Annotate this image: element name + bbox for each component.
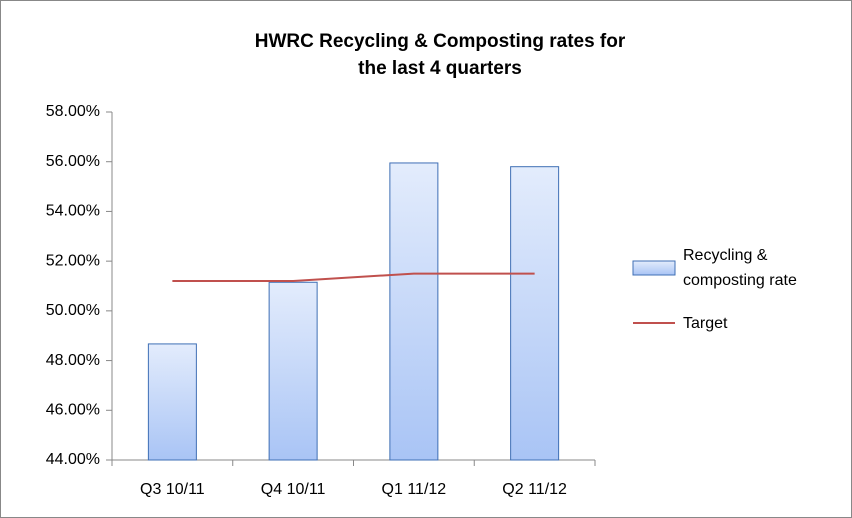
target-line [172, 272, 535, 283]
y-tick-label: 44.00% [46, 451, 100, 468]
legend-label: Target [683, 314, 728, 332]
legend-swatch [632, 260, 676, 276]
y-tick-label: 50.00% [46, 302, 100, 319]
x-tick-label: Q3 10/11 [140, 481, 205, 498]
bar [268, 281, 318, 461]
x-tick-label: Q4 10/11 [261, 481, 326, 498]
y-tick-label: 52.00% [46, 252, 100, 269]
y-tick-label: 46.00% [46, 402, 100, 419]
bar [510, 166, 560, 461]
legend-label: Recycling & composting rate [683, 247, 797, 289]
y-tick-label: 58.00% [46, 103, 100, 120]
y-tick-label: 56.00% [46, 153, 100, 170]
x-tick-label: Q2 11/12 [502, 481, 567, 498]
bar [147, 343, 197, 461]
chart-title: HWRC Recycling & Composting rates for th… [254, 31, 626, 79]
x-tick-label: Q1 11/12 [382, 481, 447, 498]
y-tick-label: 48.00% [46, 352, 100, 369]
y-tick-label: 54.00% [46, 203, 100, 220]
bar [389, 162, 439, 461]
